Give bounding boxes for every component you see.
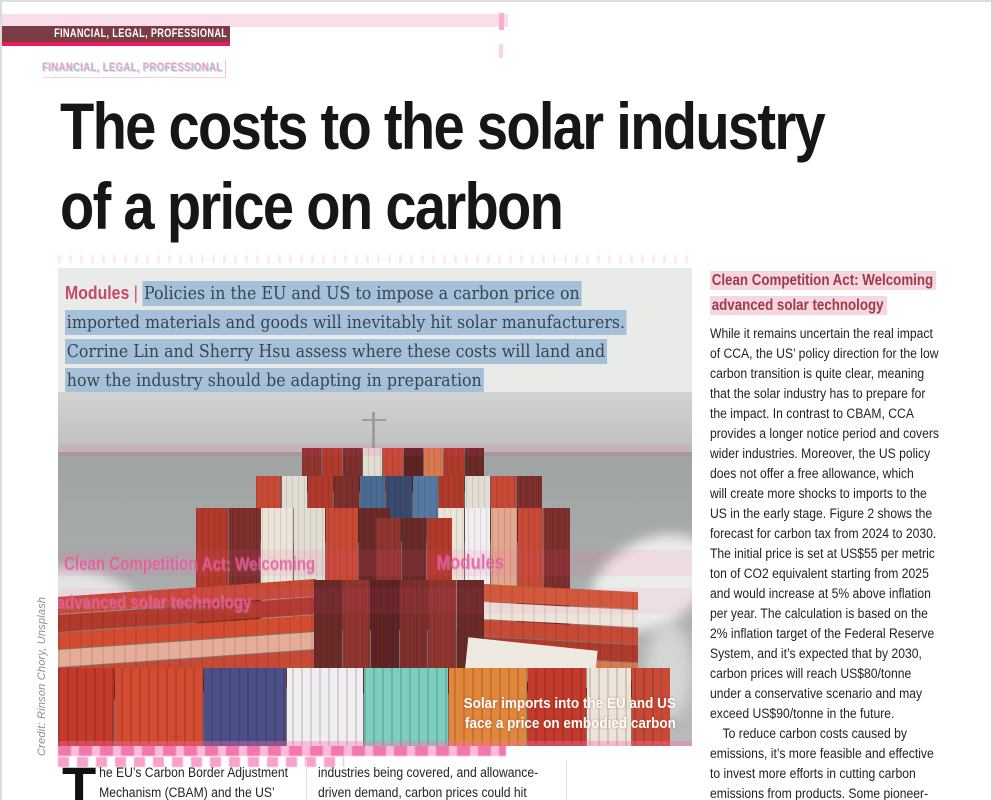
standfirst-selected-text: Policies in the EU and US to impose a ca… bbox=[65, 281, 627, 393]
artifact-ghost-bar bbox=[58, 745, 506, 756]
category-label: FINANCIAL, LEGAL, PROFESSIONAL bbox=[53, 28, 227, 40]
photo-ship-mast bbox=[372, 412, 375, 458]
ghost-category-label: FINANCIAL, LEGAL, PROFESSIONAL bbox=[42, 59, 227, 78]
photo-container-row-front bbox=[58, 668, 670, 746]
article-title: The costs to the solar industry of a pri… bbox=[60, 86, 959, 246]
column-divider bbox=[566, 760, 567, 800]
body-column-1: T he EU’s Carbon Border Adjustment Mecha… bbox=[62, 763, 304, 800]
photo-credit: Credit: Rinson Chory, Unsplash bbox=[36, 596, 48, 756]
kicker-separator: | bbox=[129, 283, 143, 303]
page-edge-left bbox=[0, 0, 2, 800]
body-column-1-text: he EU’s Carbon Border Adjustment Mechani… bbox=[99, 765, 288, 800]
artifact-pink-tick bbox=[499, 13, 504, 30]
hero-photo: Clean Competition Act: Welcoming Modules… bbox=[58, 392, 692, 746]
photo-caption: Solar imports into the EU and US face a … bbox=[463, 695, 676, 732]
page-edge-right bbox=[991, 0, 993, 800]
artifact-pink-band bbox=[2, 14, 508, 27]
photo-sky bbox=[58, 392, 692, 454]
artifact-ticks bbox=[58, 255, 692, 263]
right-column: Clean Competition Act: Welcoming advance… bbox=[710, 268, 964, 800]
right-column-paragraph-2: To reduce carbon costs caused by emissio… bbox=[710, 726, 934, 800]
column-divider bbox=[306, 760, 307, 800]
category-banner-stripe bbox=[2, 42, 230, 46]
section-heading: Clean Competition Act: Welcoming advance… bbox=[710, 268, 964, 318]
standfirst-block: Modules | Policies in the EU and US to i… bbox=[58, 268, 692, 393]
article-title-line1: The costs to the solar industry bbox=[60, 89, 826, 163]
section-heading-text: Clean Competition Act: Welcoming advance… bbox=[710, 271, 937, 315]
ghost-kicker: Modules bbox=[436, 552, 505, 574]
photo-ship-mast-bar bbox=[362, 419, 386, 421]
body-column-2-text: industries being covered, and allowance-… bbox=[318, 765, 539, 800]
article-title-line2: of a price on carbon bbox=[60, 169, 564, 243]
artifact-ghost-dashes bbox=[58, 757, 344, 767]
artifact-pink-tick bbox=[499, 44, 503, 58]
dropcap: T bbox=[62, 763, 97, 800]
category-banner: FINANCIAL, LEGAL, PROFESSIONAL bbox=[2, 26, 230, 42]
ghost-heading-line1: Clean Competition Act: Welcoming bbox=[64, 554, 316, 574]
kicker-label: Modules bbox=[65, 283, 130, 303]
right-column-paragraph-1: While it remains uncertain the real impa… bbox=[710, 326, 939, 721]
body-column-2: industries being covered, and allowance-… bbox=[318, 763, 560, 800]
ghost-heading-line2: advanced solar technology bbox=[58, 592, 251, 612]
page-edge-top bbox=[0, 0, 993, 2]
